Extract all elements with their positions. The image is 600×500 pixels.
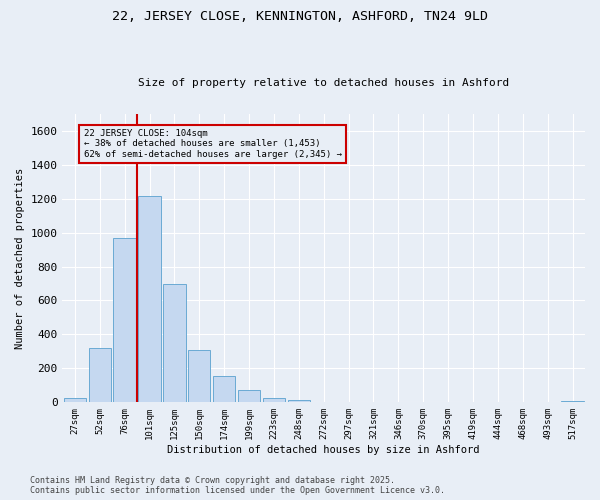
Bar xyxy=(238,390,260,402)
Bar xyxy=(139,196,161,402)
Bar xyxy=(113,238,136,402)
Bar xyxy=(287,400,310,402)
Bar xyxy=(562,401,584,402)
Text: Contains HM Land Registry data © Crown copyright and database right 2025.
Contai: Contains HM Land Registry data © Crown c… xyxy=(30,476,445,495)
Y-axis label: Number of detached properties: Number of detached properties xyxy=(15,168,25,348)
Bar xyxy=(64,398,86,402)
Bar xyxy=(263,398,285,402)
Text: 22, JERSEY CLOSE, KENNINGTON, ASHFORD, TN24 9LD: 22, JERSEY CLOSE, KENNINGTON, ASHFORD, T… xyxy=(112,10,488,23)
Text: 22 JERSEY CLOSE: 104sqm
← 38% of detached houses are smaller (1,453)
62% of semi: 22 JERSEY CLOSE: 104sqm ← 38% of detache… xyxy=(83,129,341,159)
Title: Size of property relative to detached houses in Ashford: Size of property relative to detached ho… xyxy=(138,78,509,88)
Bar xyxy=(89,348,111,403)
Bar xyxy=(213,376,235,402)
X-axis label: Distribution of detached houses by size in Ashford: Distribution of detached houses by size … xyxy=(167,445,480,455)
Bar xyxy=(188,350,211,403)
Bar xyxy=(163,284,185,403)
